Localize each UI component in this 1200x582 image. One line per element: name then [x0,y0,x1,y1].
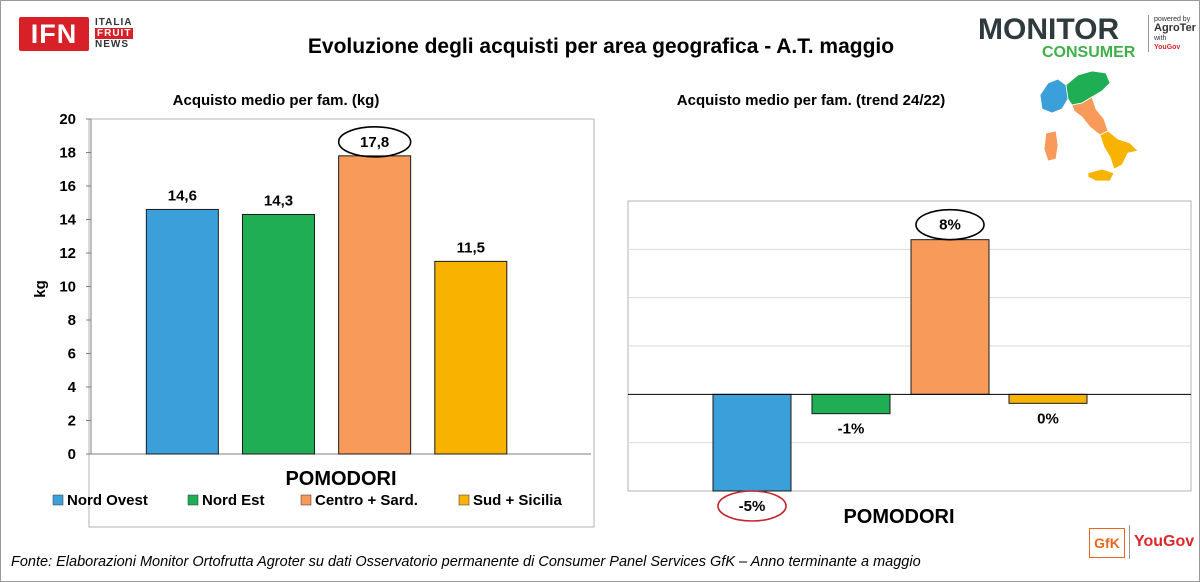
right-highlight-ellipse-negative [717,490,787,522]
right-bar-chart: Acquisto medio per fam. (trend 24/22) -5… [627,92,1192,528]
powered-by-block: powered by AgroTer with YouGov [1148,15,1196,52]
left-bar-sud-sicilia [434,260,508,455]
left-data-labels: 14,6 14,3 17,8 11,5 [168,134,485,257]
yougov-logo: YouGov [1134,533,1195,550]
right-data-label: -1% [838,421,865,438]
source-note: Fonte: Elaborazioni Monitor Ortofrutta A… [11,554,921,570]
left-bar-nord-est [242,213,315,455]
left-y-tick-label: 4 [68,379,77,396]
monitor-word: MONITOR [978,13,1120,46]
left-data-label: 14,6 [168,187,197,204]
left-plot-frame [88,118,595,528]
legend-label: Centro + Sard. [315,492,418,509]
powered-by-text: powered by [1154,16,1191,23]
left-chart-title: Acquisto medio per fam. (kg) [173,92,380,109]
map-region-sud [1099,130,1139,170]
left-data-label: 14,3 [264,192,293,209]
right-x-axis-label: POMODORI [843,506,954,528]
right-bars [712,239,1088,492]
map-region-nord-est [1065,70,1111,106]
right-data-label: 8% [939,217,961,234]
left-y-tick-label: 16 [59,178,76,195]
left-y-axis-label: kg [32,280,49,298]
italy-regions-map [1039,70,1139,182]
right-highlight-ellipse-positive [915,208,985,241]
left-y-tick-label: 12 [59,245,76,262]
with-text: with [1154,35,1167,42]
right-data-label: 0% [1037,410,1059,427]
left-bar-nord-ovest [145,208,219,455]
legend-label: Nord Ovest [67,492,148,509]
legend-label: Nord Est [202,492,265,509]
legend-swatch [187,494,199,506]
left-bars [145,155,508,455]
right-data-labels: -5% -1% 8% 0% [739,217,1059,515]
left-y-tick-label: 20 [59,111,76,128]
left-data-label: 11,5 [457,239,485,256]
left-y-tick-label: 14 [59,212,76,229]
left-bar-centro-sard- [338,155,412,455]
right-bar-sud-sicilia [1008,393,1088,404]
map-region-sicilia [1087,168,1115,182]
left-data-label: 17,8 [360,134,389,151]
left-bar-chart: Acquisto medio per fam. (kg) kg 0 2 4 6 8 10 1… [32,92,595,528]
right-chart-title: Acquisto medio per fam. (trend 24/22) [677,92,945,109]
right-bar-centro-sard- [910,239,990,395]
slide-title: Evoluzione degli acquisti per area geogr… [307,35,895,58]
left-y-ticks: 0 2 4 6 8 10 12 14 16 18 20 [59,111,91,463]
legend-label: Sud + Sicilia [473,492,562,509]
left-y-tick-label: 10 [59,279,76,296]
ifn-word-news: NEWS [95,39,129,50]
agroter-text: AgroTer [1154,22,1196,34]
monitor-consumer-logo: MONITOR CONSUMER powered by AgroTer with… [978,13,1196,61]
italiafruit-news-logo: IFN ITALIA FRUIT NEWS [19,14,144,56]
map-region-sardegna [1043,130,1059,162]
left-y-tick-label: 2 [68,413,76,430]
right-bar-nord-est [811,393,891,415]
legend-swatch [458,494,470,506]
left-highlight-ellipse [337,126,412,158]
left-y-tick-label: 8 [68,312,76,329]
right-gridlines [628,248,1191,444]
yougov-small-text: YouGov [1154,44,1181,51]
ifn-wordmark: ITALIA FRUIT NEWS [95,17,134,50]
ifn-word-fruit: FRUIT [95,28,134,39]
left-y-tick-label: 6 [68,346,76,363]
ifn-mark: IFN [19,17,89,51]
left-y-tick-label: 0 [68,446,76,463]
legend-swatch [300,494,312,506]
gfk-logo: GfK [1089,528,1125,558]
left-y-tick-label: 18 [59,145,76,162]
ifn-word-italia: ITALIA [95,17,133,28]
brand-divider [1129,525,1130,559]
legend-swatch [52,494,64,506]
left-legend: Nord Ovest Nord Est Centro + Sard. Sud + Si… [52,492,562,509]
right-data-label: -5% [739,498,766,515]
right-bar-nord-ovest [712,393,792,492]
consumer-word: CONSUMER [1042,44,1136,61]
left-x-axis-label: POMODORI [285,468,396,490]
